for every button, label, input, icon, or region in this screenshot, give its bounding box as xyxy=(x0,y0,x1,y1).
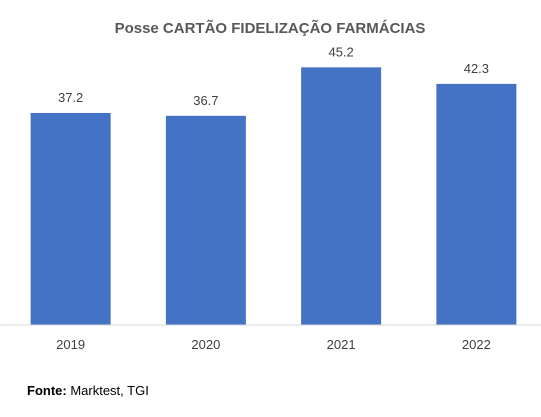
bar-2020 xyxy=(165,115,246,325)
plot-area: 37.2 2019 36.7 2020 45.2 2021 42.3 2022 xyxy=(30,44,517,352)
source-text: Marktest, TGI xyxy=(66,383,149,398)
bar-2022 xyxy=(436,83,517,325)
data-label-2022: 42.3 xyxy=(464,61,489,76)
data-label-2020: 36.7 xyxy=(193,93,218,108)
x-tick-label-2021: 2021 xyxy=(327,337,356,352)
data-label-2021: 45.2 xyxy=(328,44,353,59)
bar-2019 xyxy=(30,112,111,326)
data-label-2019: 37.2 xyxy=(58,90,83,105)
source-note: Fonte: Marktest, TGI xyxy=(27,383,149,398)
chart-title: Posse CARTÃO FIDELIZAÇÃO FARMÁCIAS xyxy=(115,19,426,37)
x-tick-label-2019: 2019 xyxy=(56,337,85,352)
bar-2021 xyxy=(301,67,382,326)
source-label: Fonte: xyxy=(27,383,67,398)
x-tick-label-2022: 2022 xyxy=(462,337,491,352)
x-tick-label-2020: 2020 xyxy=(191,337,220,352)
